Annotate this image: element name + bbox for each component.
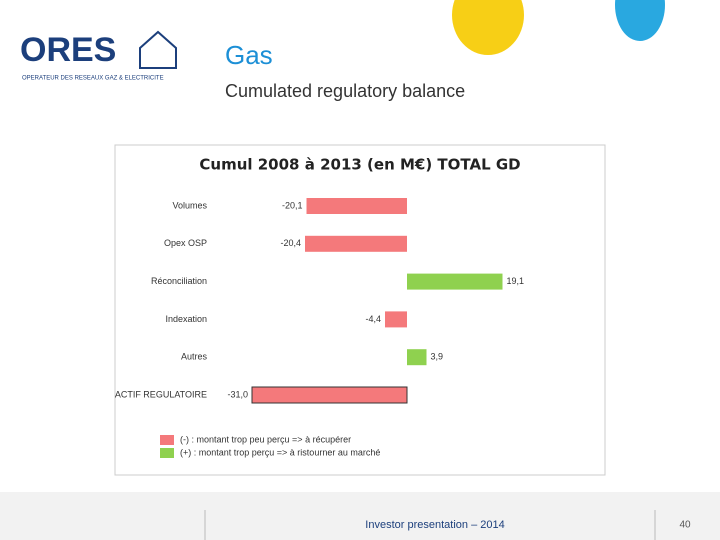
category-label: ACTIF REGULATOIRE xyxy=(115,389,207,399)
value-label: -31,0 xyxy=(227,389,248,399)
bar xyxy=(251,386,408,404)
chart-frame xyxy=(114,144,606,476)
value-label: -20,4 xyxy=(280,238,301,248)
legend-swatch xyxy=(160,435,174,445)
bar xyxy=(305,235,407,252)
bar xyxy=(407,273,503,290)
bar xyxy=(306,198,407,214)
page-number: 40 xyxy=(679,520,691,531)
slide-title: Gas xyxy=(225,40,273,70)
category-label: Autres xyxy=(181,352,208,362)
bar xyxy=(385,311,407,328)
value-label: -4,4 xyxy=(365,314,381,324)
footer-text: Investor presentation – 2014 xyxy=(365,519,504,531)
value-label: -20,1 xyxy=(282,200,303,210)
category-label: Volumes xyxy=(172,200,207,210)
logo-house xyxy=(139,30,177,69)
decor-circle xyxy=(452,0,524,55)
legend-label: (+) : montant trop perçu => à ristourner… xyxy=(180,447,380,457)
legend-label: (-) : montant trop peu perçu => à récupé… xyxy=(180,434,351,444)
decor-circle xyxy=(615,0,665,41)
logo: ORES xyxy=(20,31,116,69)
chart-title: Cumul 2008 à 2013 (en M€) TOTAL GD xyxy=(199,156,520,174)
value-label: 19,1 xyxy=(507,276,525,286)
category-label: Indexation xyxy=(165,314,207,324)
slide-subtitle: Cumulated regulatory balance xyxy=(225,81,465,101)
value-label: 3,9 xyxy=(431,352,444,362)
footer-band xyxy=(0,492,720,540)
bar xyxy=(407,349,427,366)
legend-swatch xyxy=(160,448,174,458)
logo-tagline: OPERATEUR DES RESEAUX GAZ & ELECTRICITE xyxy=(22,76,164,82)
category-label: Réconciliation xyxy=(151,276,207,286)
category-label: Opex OSP xyxy=(164,238,207,248)
